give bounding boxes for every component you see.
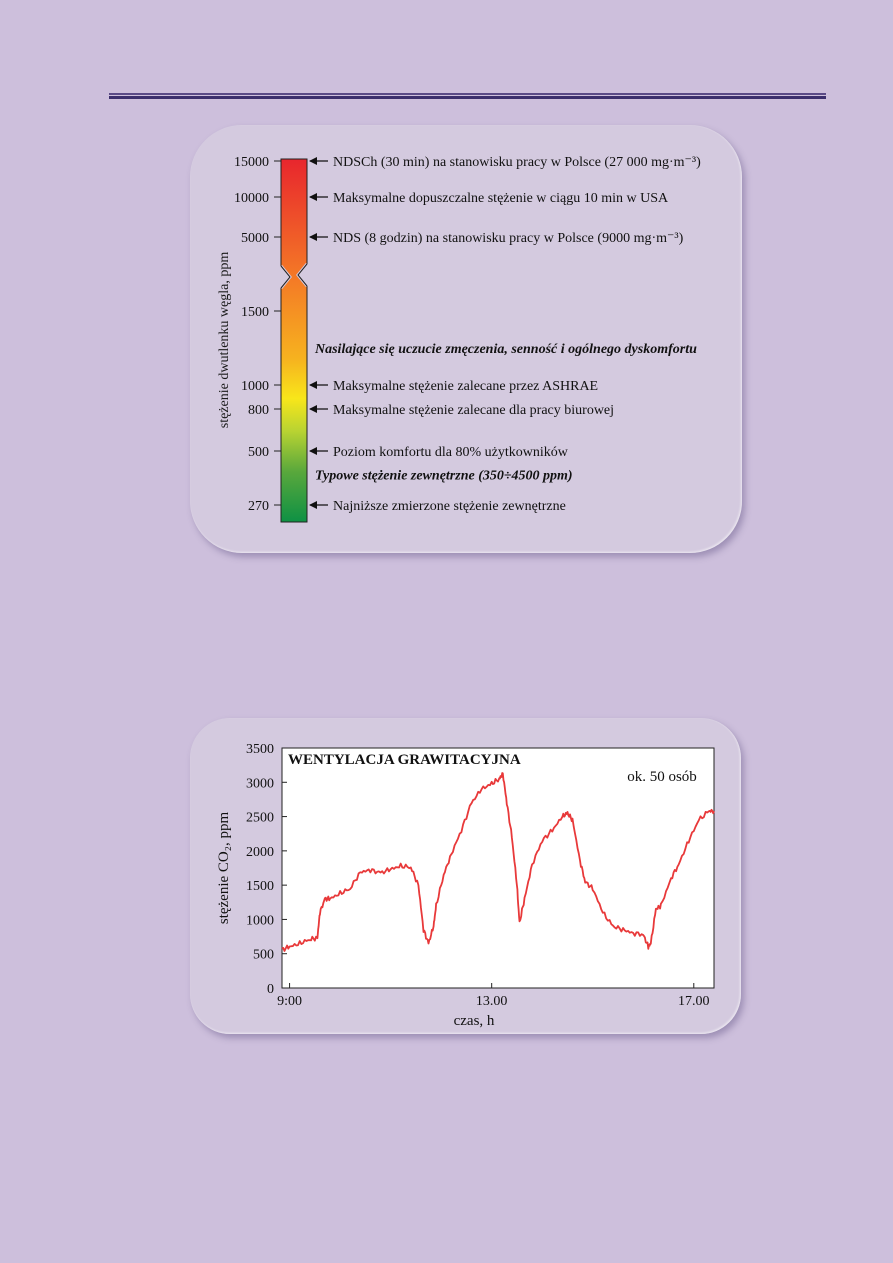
plot-area — [281, 747, 715, 989]
y-tick-label: 0 — [267, 982, 274, 997]
header-rule — [109, 93, 826, 99]
annotation-arrowhead — [309, 157, 317, 165]
scale-annotation: Maksymalne dopuszczalne stężenie w ciągu… — [333, 191, 669, 206]
co2-scale-chart: stężenie dwutlenku węgla, ppm 15000 10000… — [217, 155, 701, 523]
scale-annotation: Najniższe zmierzone stężenie zewnętrzne — [333, 499, 566, 514]
scale-tick-label: 10000 — [234, 191, 269, 206]
x-axis-label: czas, h — [454, 1013, 495, 1029]
scale-annotation: NDS (8 godzin) na stanowisku pracy w Pol… — [333, 231, 684, 246]
scale-tick-label: 500 — [248, 445, 269, 460]
scale-tick-label: 15000 — [234, 155, 269, 170]
chart-title: WENTYLACJA GRAWITACYJNA — [288, 752, 521, 768]
scale-tick-label: 1500 — [241, 305, 269, 320]
annotation-arrowhead — [309, 381, 317, 389]
annotation-arrowhead — [309, 193, 317, 201]
y-tick-label: 1000 — [246, 913, 274, 928]
scale-tick-label: 270 — [248, 499, 269, 514]
x-tick-label: 9:00 — [277, 994, 302, 1009]
x-tick-label: 17.00 — [678, 994, 710, 1009]
y-tick-label: 3500 — [246, 742, 274, 757]
co2-series-line — [281, 772, 715, 952]
scale-annotation: Maksymalne stężenie zalecane przez ASHRA… — [333, 379, 598, 394]
scale-annotation: Maksymalne stężenie zalecane dla pracy b… — [333, 403, 614, 418]
scale-annotation: Poziom komfortu dla 80% użytkowników — [333, 445, 569, 460]
y-tick-label: 2000 — [246, 845, 274, 860]
co2-scale-card: stężenie dwutlenku węgla, ppm 15000 10000… — [190, 125, 742, 553]
chart-annotation: ok. 50 osób — [627, 769, 697, 785]
annotation-arrowhead — [309, 447, 317, 455]
scale-tick-label: 1000 — [241, 379, 269, 394]
y-tick-label: 2500 — [246, 811, 274, 826]
scale-annotation: NDSCh (30 min) na stanowisku pracy w Pol… — [333, 155, 701, 170]
scale-annotation: Nasilające się uczucie zmęczenia, sennoś… — [314, 342, 697, 357]
scale-bar — [280, 158, 308, 523]
annotation-arrowhead — [309, 233, 317, 241]
x-tick-label: 13.00 — [476, 994, 508, 1009]
ventilation-line-chart: WENTYLACJA GRAWITACYJNA ok. 50 osób stęż… — [216, 742, 715, 1029]
y-tick-label: 500 — [253, 948, 274, 963]
y-tick-label: 3000 — [246, 776, 274, 791]
scale-y-label: stężenie dwutlenku węgla, ppm — [217, 252, 232, 429]
annotation-arrowhead — [309, 501, 317, 509]
annotation-arrowhead — [309, 405, 317, 413]
ventilation-chart-card: WENTYLACJA GRAWITACYJNA ok. 50 osób stęż… — [190, 718, 741, 1034]
scale-tick-label: 800 — [248, 403, 269, 418]
scale-annotation: Typowe stężenie zewnętrzne (350÷4500 ppm… — [315, 468, 573, 483]
scale-tick-label: 5000 — [241, 231, 269, 246]
y-tick-label: 1500 — [246, 879, 274, 894]
y-axis-label: stężenie CO₂, ppm — [216, 812, 232, 925]
